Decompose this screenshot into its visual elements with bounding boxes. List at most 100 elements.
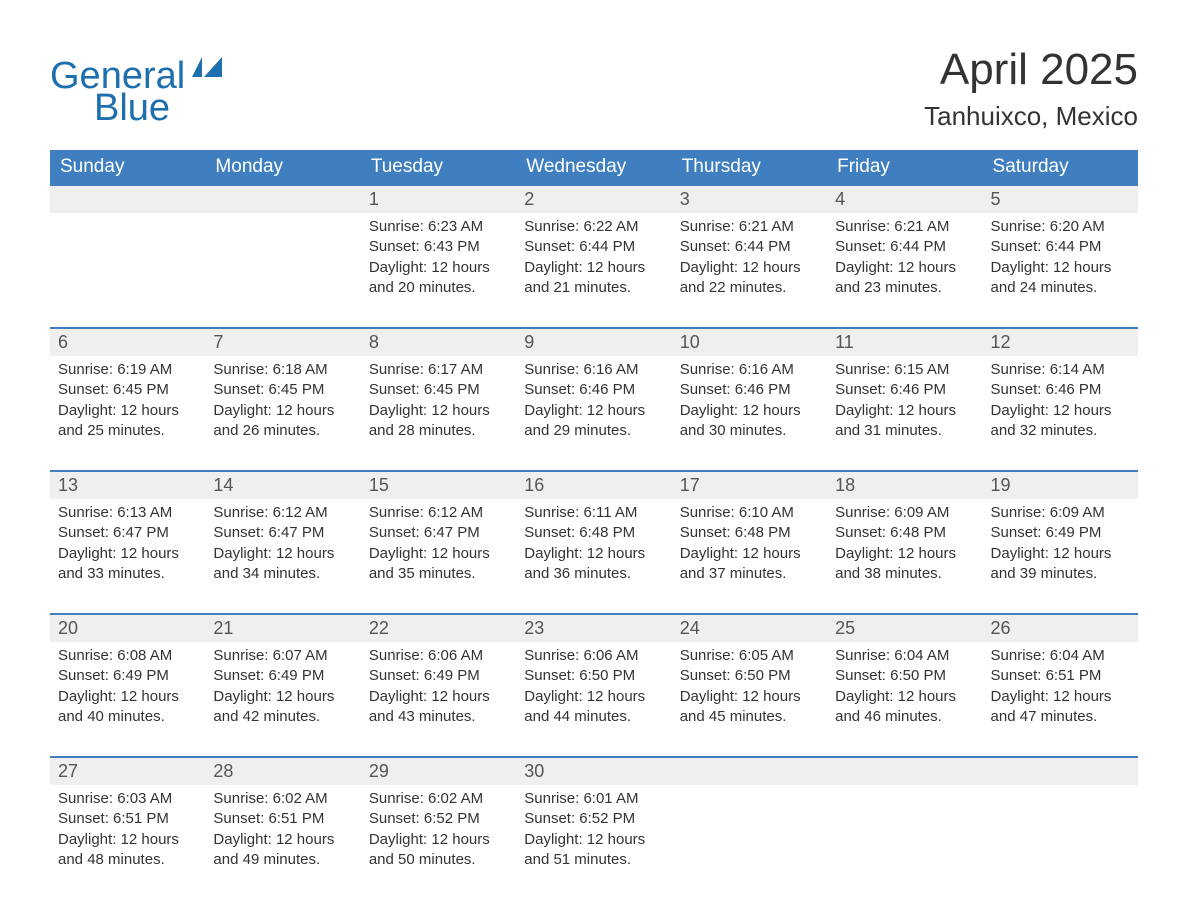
daylight-line: Daylight: 12 hours and 42 minutes. [213,687,352,728]
week-data-row: Sunrise: 6:08 AMSunset: 6:49 PMDaylight:… [50,642,1138,757]
daylight-line: Daylight: 12 hours and 28 minutes. [369,401,508,442]
sunrise-line: Sunrise: 6:08 AM [58,646,197,666]
daylight-line: Daylight: 12 hours and 43 minutes. [369,687,508,728]
day-number-cell: 11 [827,328,982,356]
sunset-line: Sunset: 6:49 PM [369,666,508,686]
day-number-cell [672,757,827,785]
day-number-cell: 13 [50,471,205,499]
daylight-line: Daylight: 12 hours and 31 minutes. [835,401,974,442]
day-number-cell: 27 [50,757,205,785]
daylight-line: Daylight: 12 hours and 48 minutes. [58,830,197,871]
sunrise-line: Sunrise: 6:15 AM [835,360,974,380]
day-number-cell: 9 [516,328,671,356]
sunset-line: Sunset: 6:48 PM [524,523,663,543]
sunset-line: Sunset: 6:44 PM [680,237,819,257]
day-data-cell: Sunrise: 6:10 AMSunset: 6:48 PMDaylight:… [672,499,827,614]
day-data-cell [50,213,205,328]
sunset-line: Sunset: 6:44 PM [524,237,663,257]
day-number-cell: 21 [205,614,360,642]
sunset-line: Sunset: 6:47 PM [213,523,352,543]
daylight-line: Daylight: 12 hours and 51 minutes. [524,830,663,871]
sunset-line: Sunset: 6:48 PM [680,523,819,543]
week-data-row: Sunrise: 6:23 AMSunset: 6:43 PMDaylight:… [50,213,1138,328]
calendar-body: 12345Sunrise: 6:23 AMSunset: 6:43 PMDayl… [50,185,1138,900]
sunrise-line: Sunrise: 6:05 AM [680,646,819,666]
week-daynum-row: 12345 [50,185,1138,213]
sunrise-line: Sunrise: 6:21 AM [680,217,819,237]
day-data-cell: Sunrise: 6:04 AMSunset: 6:50 PMDaylight:… [827,642,982,757]
sunset-line: Sunset: 6:51 PM [991,666,1130,686]
day-number-cell: 20 [50,614,205,642]
day-data-cell: Sunrise: 6:14 AMSunset: 6:46 PMDaylight:… [983,356,1138,471]
sunset-line: Sunset: 6:46 PM [680,380,819,400]
daylight-line: Daylight: 12 hours and 33 minutes. [58,544,197,585]
day-number-cell [827,757,982,785]
sunrise-line: Sunrise: 6:02 AM [369,789,508,809]
day-header-row: Sunday Monday Tuesday Wednesday Thursday… [50,150,1138,185]
day-data-cell: Sunrise: 6:15 AMSunset: 6:46 PMDaylight:… [827,356,982,471]
brand-logo: General Blue [50,45,228,127]
day-data-cell: Sunrise: 6:01 AMSunset: 6:52 PMDaylight:… [516,785,671,900]
sunset-line: Sunset: 6:46 PM [991,380,1130,400]
day-number-cell: 30 [516,757,671,785]
sunrise-line: Sunrise: 6:17 AM [369,360,508,380]
daylight-line: Daylight: 12 hours and 45 minutes. [680,687,819,728]
day-number-cell: 5 [983,185,1138,213]
sunset-line: Sunset: 6:52 PM [369,809,508,829]
day-data-cell: Sunrise: 6:02 AMSunset: 6:51 PMDaylight:… [205,785,360,900]
day-data-cell: Sunrise: 6:13 AMSunset: 6:47 PMDaylight:… [50,499,205,614]
day-data-cell: Sunrise: 6:09 AMSunset: 6:49 PMDaylight:… [983,499,1138,614]
sunset-line: Sunset: 6:49 PM [991,523,1130,543]
daylight-line: Daylight: 12 hours and 24 minutes. [991,258,1130,299]
sunset-line: Sunset: 6:51 PM [58,809,197,829]
sunrise-line: Sunrise: 6:22 AM [524,217,663,237]
calendar-table: Sunday Monday Tuesday Wednesday Thursday… [50,150,1138,900]
location-subtitle: Tanhuixco, Mexico [924,101,1138,132]
week-daynum-row: 6789101112 [50,328,1138,356]
week-daynum-row: 27282930 [50,757,1138,785]
daylight-line: Daylight: 12 hours and 44 minutes. [524,687,663,728]
day-data-cell [983,785,1138,900]
day-data-cell: Sunrise: 6:16 AMSunset: 6:46 PMDaylight:… [672,356,827,471]
sunrise-line: Sunrise: 6:03 AM [58,789,197,809]
day-number-cell: 8 [361,328,516,356]
week-data-row: Sunrise: 6:03 AMSunset: 6:51 PMDaylight:… [50,785,1138,900]
day-number-cell: 25 [827,614,982,642]
daylight-line: Daylight: 12 hours and 29 minutes. [524,401,663,442]
page-header: General Blue April 2025 Tanhuixco, Mexic… [50,45,1138,132]
sunset-line: Sunset: 6:48 PM [835,523,974,543]
daylight-line: Daylight: 12 hours and 36 minutes. [524,544,663,585]
daylight-line: Daylight: 12 hours and 26 minutes. [213,401,352,442]
day-data-cell [672,785,827,900]
day-number-cell: 16 [516,471,671,499]
daylight-line: Daylight: 12 hours and 38 minutes. [835,544,974,585]
sunset-line: Sunset: 6:47 PM [369,523,508,543]
daylight-line: Daylight: 12 hours and 21 minutes. [524,258,663,299]
sunrise-line: Sunrise: 6:01 AM [524,789,663,809]
sunset-line: Sunset: 6:45 PM [369,380,508,400]
daylight-line: Daylight: 12 hours and 30 minutes. [680,401,819,442]
sunrise-line: Sunrise: 6:16 AM [680,360,819,380]
day-number-cell: 6 [50,328,205,356]
day-number-cell: 3 [672,185,827,213]
day-number-cell: 29 [361,757,516,785]
day-number-cell: 22 [361,614,516,642]
day-number-cell: 10 [672,328,827,356]
day-data-cell: Sunrise: 6:08 AMSunset: 6:49 PMDaylight:… [50,642,205,757]
sunrise-line: Sunrise: 6:04 AM [835,646,974,666]
sunrise-line: Sunrise: 6:09 AM [835,503,974,523]
day-data-cell: Sunrise: 6:05 AMSunset: 6:50 PMDaylight:… [672,642,827,757]
sunrise-line: Sunrise: 6:19 AM [58,360,197,380]
day-number-cell: 28 [205,757,360,785]
day-data-cell: Sunrise: 6:16 AMSunset: 6:46 PMDaylight:… [516,356,671,471]
logo-text-blue: Blue [94,89,228,127]
sunset-line: Sunset: 6:46 PM [835,380,974,400]
sunrise-line: Sunrise: 6:23 AM [369,217,508,237]
day-number-cell: 12 [983,328,1138,356]
sunrise-line: Sunrise: 6:04 AM [991,646,1130,666]
daylight-line: Daylight: 12 hours and 25 minutes. [58,401,197,442]
sunrise-line: Sunrise: 6:12 AM [369,503,508,523]
sunrise-line: Sunrise: 6:10 AM [680,503,819,523]
day-data-cell: Sunrise: 6:02 AMSunset: 6:52 PMDaylight:… [361,785,516,900]
day-data-cell: Sunrise: 6:21 AMSunset: 6:44 PMDaylight:… [827,213,982,328]
